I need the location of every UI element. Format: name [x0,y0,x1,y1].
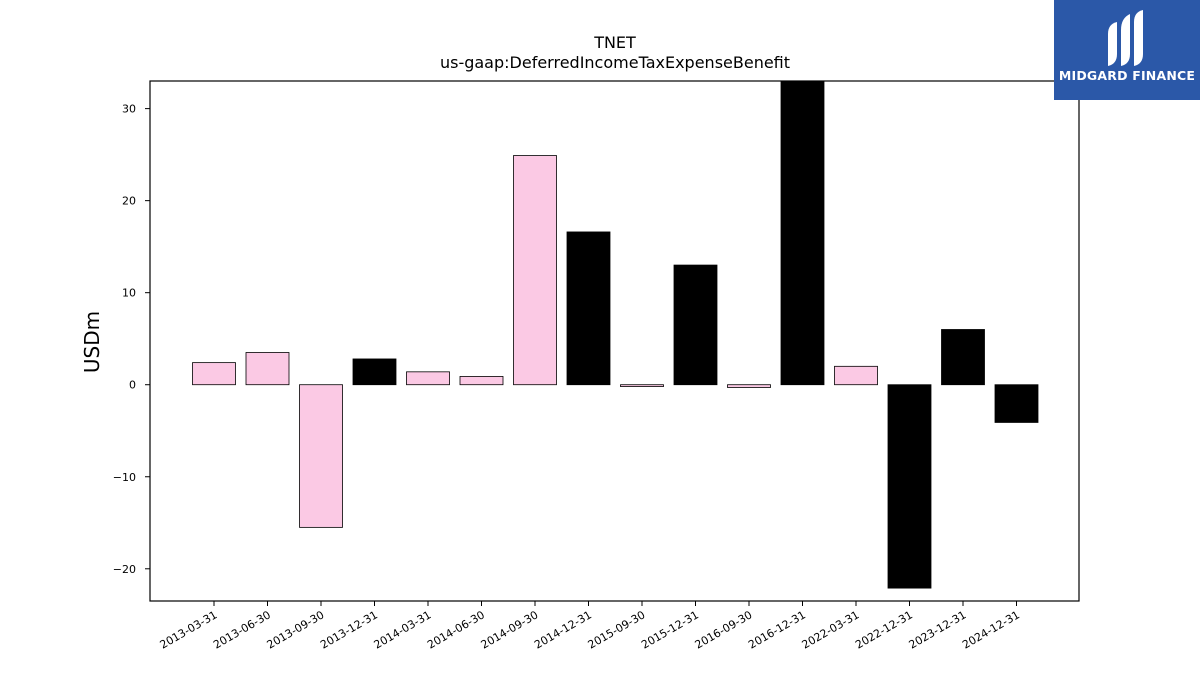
x-tick-label: 2013-06-30 [211,608,273,651]
bar-2016-09-30 [727,384,771,388]
midgard-logo-icon [1108,10,1143,66]
bar-2022-03-31 [834,365,878,386]
x-tick-label: 2022-12-31 [853,608,915,651]
bar-2013-06-30 [245,352,290,386]
bar-2013-03-31 [192,362,236,386]
midgard-finance-logo: MIDGARD FINANCE [1054,0,1200,100]
bar-2014-12-31 [566,231,611,386]
y-tick-label: 0 [129,379,136,392]
bar-2013-12-31 [352,358,397,386]
bar-2014-03-31 [406,371,450,386]
x-ticks-layer: 2013-03-312013-06-302013-09-302013-12-31… [158,601,1022,652]
x-tick-label: 2024-12-31 [960,608,1022,651]
x-tick-label: 2016-09-30 [693,608,755,651]
bar-2015-09-30 [620,384,664,387]
logo-text: MIDGARD FINANCE [1058,68,1196,83]
x-tick-label: 2014-03-31 [372,608,434,651]
bar-2013-09-30 [299,384,343,528]
plot-frame [149,80,1080,602]
bar-2014-06-30 [459,376,504,386]
chart-subtitle: us-gaap:DeferredIncomeTaxExpenseBenefit [440,53,790,72]
x-tick-label: 2023-12-31 [907,608,969,651]
y-tick-label: 30 [122,103,136,116]
x-tick-label: 2016-12-31 [746,608,808,651]
bar-2023-12-31 [941,329,985,386]
x-tick-label: 2015-12-31 [639,608,701,651]
x-tick-label: 2014-12-31 [532,608,594,651]
y-axis-label: USDm [80,311,104,373]
x-tick-label: 2013-12-31 [318,608,380,651]
bar-2016-12-31 [780,80,825,386]
x-tick-label: 2014-06-30 [425,608,487,651]
chart-title: TNET [593,33,636,52]
x-tick-label: 2013-09-30 [265,608,327,651]
x-tick-label: 2013-03-31 [158,608,220,651]
x-tick-label: 2015-09-30 [586,608,648,651]
y-tick-label: 20 [122,195,136,208]
y-ticks-layer: −20 −10 0 10 20 30 [113,103,150,576]
bar-2022-12-31 [887,384,932,589]
y-tick-label: 10 [122,287,136,300]
y-tick-label: −10 [113,471,136,484]
bar-2014-09-30 [513,155,557,386]
bars-layer [192,80,1039,589]
bar-2024-12-31 [994,384,1039,423]
x-tick-label: 2014-09-30 [479,608,541,651]
x-tick-label: 2022-03-31 [800,608,862,651]
y-tick-label: −20 [113,563,136,576]
bar-2015-12-31 [673,264,718,386]
